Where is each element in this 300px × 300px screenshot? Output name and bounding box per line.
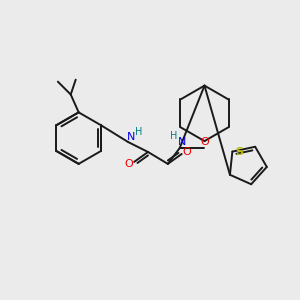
Text: O: O bbox=[200, 137, 209, 147]
Text: H: H bbox=[170, 131, 178, 141]
Text: S: S bbox=[235, 147, 243, 157]
Text: O: O bbox=[125, 159, 134, 169]
Text: N: N bbox=[178, 137, 186, 147]
Text: H: H bbox=[135, 127, 143, 137]
Text: N: N bbox=[127, 132, 135, 142]
Text: O: O bbox=[182, 147, 191, 157]
